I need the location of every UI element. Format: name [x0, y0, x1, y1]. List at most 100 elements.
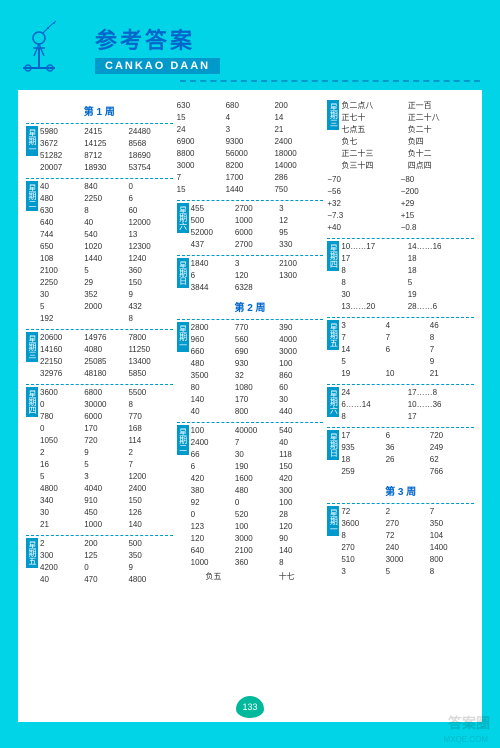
- answer-cell: 360: [128, 265, 172, 277]
- answer-cell: 500: [191, 215, 235, 227]
- answer-cell: 480: [235, 485, 279, 497]
- answer-cell: 2: [128, 447, 172, 459]
- answer-cell: 16: [40, 459, 84, 471]
- answer-cell: 30: [40, 507, 84, 519]
- answer-cell: 120: [191, 533, 235, 545]
- answer-cell: 14……16: [408, 241, 474, 253]
- answer-cell: 12: [279, 215, 323, 227]
- answer-cell: 9: [128, 562, 172, 574]
- answer-cell: 10……36: [408, 399, 474, 411]
- watermark-url: MXQE.COM: [444, 735, 488, 744]
- answer-cell: 766: [430, 466, 474, 478]
- answer-cell: 正二十八: [408, 112, 474, 124]
- day-tag: 星期六: [327, 387, 339, 417]
- answer-cell: 2100: [40, 265, 84, 277]
- answer-cell: 负十二: [408, 148, 474, 160]
- answer-cell: 2800: [191, 322, 235, 334]
- answer-cell: 2250: [84, 193, 128, 205]
- answer-cell: 40: [279, 437, 323, 449]
- answer-cell: 9: [128, 289, 172, 301]
- answer-cell: 270: [386, 518, 430, 530]
- week-header: 第 1 周: [26, 103, 173, 118]
- answer-cell: 120: [279, 521, 323, 533]
- answer-cell: 7: [430, 344, 474, 356]
- answer-cell: 350: [128, 550, 172, 562]
- answer-cell: 286: [274, 172, 323, 184]
- answer-cell: 18: [408, 265, 474, 277]
- answer-cell: 1000: [235, 215, 279, 227]
- day-tag: 星期一: [26, 126, 38, 156]
- answer-cell: 720: [84, 435, 128, 447]
- answer-cell: 249: [430, 442, 474, 454]
- answer-cell: 480: [191, 358, 235, 370]
- answer-cell: 40: [40, 574, 84, 586]
- answer-cell: 100: [191, 425, 235, 437]
- answer-cell: 24480: [128, 126, 172, 138]
- watermark: 答案圈: [448, 713, 490, 733]
- answer-cell: 640: [40, 217, 84, 229]
- answer-cell: 13400: [128, 356, 172, 368]
- answer-cell: 800: [235, 406, 279, 418]
- answer-cell: 10: [386, 368, 430, 380]
- answer-cell: 9300: [226, 136, 275, 148]
- answer-cell: 8200: [226, 160, 275, 172]
- answer-cell: 4800: [128, 574, 172, 586]
- answer-cell: 3500: [191, 370, 235, 382]
- answer-cell: 8: [341, 530, 385, 542]
- answer-cell: 780: [40, 411, 84, 423]
- answer-cell: 8: [341, 411, 407, 423]
- answer-cell: 20007: [40, 162, 84, 174]
- answer-cell: 0: [191, 509, 235, 521]
- answer-cell: 21: [430, 368, 474, 380]
- answer-cell: 1440: [226, 184, 275, 196]
- answer-cell: 3000: [386, 554, 430, 566]
- answer-cell: 3600: [341, 518, 385, 530]
- answer-cell: 40: [40, 181, 84, 193]
- answer-cell: 6800: [84, 387, 128, 399]
- answer-cell: 8: [430, 566, 474, 578]
- answer-cell: 21: [40, 519, 84, 531]
- answer-cell: 680: [226, 100, 275, 112]
- answer-cell: 2100: [279, 258, 323, 270]
- answer-cell: −7.3: [327, 210, 400, 222]
- answer-cell: 2400: [191, 437, 235, 449]
- answer-cell: −0.8: [401, 222, 474, 234]
- answer-cell: 800: [430, 554, 474, 566]
- answer-cell: 1000: [84, 519, 128, 531]
- answer-cell: 120: [235, 270, 279, 282]
- answer-cell: 36: [386, 442, 430, 454]
- answer-cell: 90: [279, 533, 323, 545]
- answer-cell: 17: [341, 253, 407, 265]
- answer-cell: 6000: [84, 411, 128, 423]
- answer-cell: 1400: [430, 542, 474, 554]
- answer-cell: 51282: [40, 150, 84, 162]
- answer-cell: 17: [408, 411, 474, 423]
- answer-cell: 15: [177, 184, 226, 196]
- answer-cell: 92: [191, 497, 235, 509]
- answer-cell: 104: [430, 530, 474, 542]
- answer-cell: 300: [279, 485, 323, 497]
- answer-cell: 24: [341, 387, 407, 399]
- day-tag: 星期六: [177, 203, 189, 233]
- answer-cell: 18000: [274, 148, 323, 160]
- answer-cell: 100: [235, 521, 279, 533]
- answer-cell: 13……20: [341, 301, 407, 313]
- answer-cell: 660: [191, 346, 235, 358]
- day-tag: 星期二: [177, 425, 189, 455]
- day-tag: 星期四: [327, 241, 339, 271]
- answer-cell: 935: [341, 442, 385, 454]
- answer-cell: 12000: [128, 217, 172, 229]
- answer-cell: 25085: [84, 356, 128, 368]
- answer-cell: 4040: [84, 483, 128, 495]
- answer-cell: 114: [128, 435, 172, 447]
- answer-cell: 负二点八: [341, 100, 407, 112]
- answer-cell: 负七: [341, 136, 407, 148]
- answer-cell: 5: [40, 471, 84, 483]
- answer-cell: 18: [341, 454, 385, 466]
- answer-cell: 3: [341, 566, 385, 578]
- answer-cell: 56000: [226, 148, 275, 160]
- answer-cell: 1840: [191, 258, 235, 270]
- answer-cell: 95: [279, 227, 323, 239]
- answer-cell: 10……17: [341, 241, 407, 253]
- answer-cell: 5980: [40, 126, 84, 138]
